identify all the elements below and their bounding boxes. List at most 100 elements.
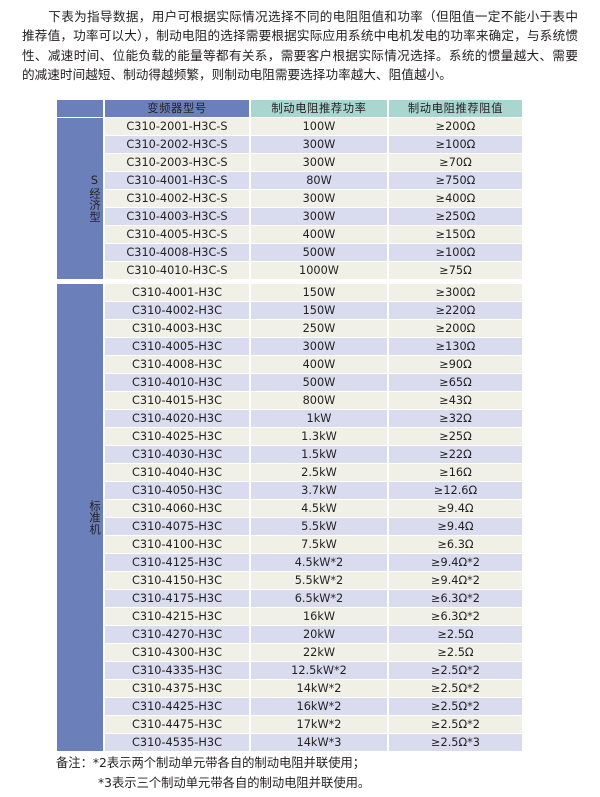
cell-model: C310-4002-H3C bbox=[105, 302, 249, 319]
cell-power: 14kW*3 bbox=[251, 734, 387, 751]
braking-resistor-table-wrapper: 变频器型号 制动电阻推荐功率 制动电阻推荐阻值 S经济型 C310-2001-H3… bbox=[55, 99, 522, 752]
cell-resistance: ≥32Ω bbox=[389, 410, 522, 427]
cell-power: 250W bbox=[251, 320, 387, 337]
cell-resistance: ≥400Ω bbox=[389, 190, 522, 207]
cell-model: C310-4001-H3C bbox=[105, 284, 249, 301]
cell-model: C310-4002-H3C-S bbox=[105, 190, 249, 207]
table-row: C310-4002-H3C 150W ≥220Ω bbox=[57, 302, 522, 319]
table-row: C310-4300-H3C 22kW ≥2.5Ω bbox=[57, 644, 522, 661]
cell-resistance: ≥750Ω bbox=[389, 172, 522, 189]
table-row: C310-4270-H3C 20kW ≥2.5Ω bbox=[57, 626, 522, 643]
table-row: C310-4030-H3C 1.5kW ≥22Ω bbox=[57, 446, 522, 463]
cell-power: 300W bbox=[251, 208, 387, 225]
table-row: C310-4425-H3C 16kW*2 ≥2.5Ω*2 bbox=[57, 698, 522, 715]
braking-resistor-table: 变频器型号 制动电阻推荐功率 制动电阻推荐阻值 S经济型 C310-2001-H3… bbox=[55, 99, 524, 752]
cell-resistance: ≥9.4Ω*2 bbox=[389, 572, 522, 589]
cell-power: 1kW bbox=[251, 410, 387, 427]
table-row: C310-4335-H3C 12.5kW*2 ≥2.5Ω*2 bbox=[57, 662, 522, 679]
column-header-model: 变频器型号 bbox=[105, 100, 249, 117]
table-header-row: 变频器型号 制动电阻推荐功率 制动电阻推荐阻值 bbox=[57, 100, 522, 117]
cell-model: C310-4005-H3C bbox=[105, 338, 249, 355]
cell-power: 16kW bbox=[251, 608, 387, 625]
cell-model: C310-4060-H3C bbox=[105, 500, 249, 517]
cell-resistance: ≥250Ω bbox=[389, 208, 522, 225]
cell-model: C310-4215-H3C bbox=[105, 608, 249, 625]
table-row: C310-4008-H3C-S 500W ≥100Ω bbox=[57, 244, 522, 261]
cell-resistance: ≥100Ω bbox=[389, 136, 522, 153]
category-label: S经济型 bbox=[88, 174, 101, 223]
cell-resistance: ≥2.5Ω bbox=[389, 644, 522, 661]
cell-resistance: ≥25Ω bbox=[389, 428, 522, 445]
cell-model: C310-4003-H3C bbox=[105, 320, 249, 337]
cell-power: 6.5kW*2 bbox=[251, 590, 387, 607]
table-row: C310-4150-H3C 5.5kW*2 ≥9.4Ω*2 bbox=[57, 572, 522, 589]
cell-resistance: ≥150Ω bbox=[389, 226, 522, 243]
table-row: C310-4175-H3C 6.5kW*2 ≥6.3Ω*2 bbox=[57, 590, 522, 607]
cell-power: 5.5kW bbox=[251, 518, 387, 535]
cell-power: 7.5kW bbox=[251, 536, 387, 553]
column-header-power: 制动电阻推荐功率 bbox=[251, 100, 387, 117]
table-row: C310-4375-H3C 14kW*2 ≥2.5Ω*2 bbox=[57, 680, 522, 697]
cell-resistance: ≥2.5Ω*2 bbox=[389, 662, 522, 679]
table-row: C310-4040-H3C 2.5kW ≥16Ω bbox=[57, 464, 522, 481]
cell-resistance: ≥22Ω bbox=[389, 446, 522, 463]
table-row: C310-2002-H3C-S 300W ≥100Ω bbox=[57, 136, 522, 153]
cell-model: C310-4300-H3C bbox=[105, 644, 249, 661]
cell-resistance: ≥9.4Ω bbox=[389, 518, 522, 535]
table-row: C310-4020-H3C 1kW ≥32Ω bbox=[57, 410, 522, 427]
cell-power: 2.5kW bbox=[251, 464, 387, 481]
cell-model: C310-4175-H3C bbox=[105, 590, 249, 607]
category-label: 标准机 bbox=[88, 499, 101, 536]
cell-power: 300W bbox=[251, 338, 387, 355]
cell-model: C310-4375-H3C bbox=[105, 680, 249, 697]
cell-power: 1.3kW bbox=[251, 428, 387, 445]
cell-power: 400W bbox=[251, 356, 387, 373]
table-row: C310-4075-H3C 5.5kW ≥9.4Ω bbox=[57, 518, 522, 535]
table-row: C310-4100-H3C 7.5kW ≥6.3Ω bbox=[57, 536, 522, 553]
category-cell: 标准机 bbox=[57, 284, 103, 751]
cell-power: 3.7kW bbox=[251, 482, 387, 499]
cell-resistance: ≥300Ω bbox=[389, 284, 522, 301]
cell-model: C310-4010-H3C-S bbox=[105, 262, 249, 279]
table-row: 标准机 C310-4001-H3C 150W ≥300Ω bbox=[57, 284, 522, 751]
table-row: C310-4002-H3C-S 300W ≥400Ω bbox=[57, 190, 522, 207]
cell-model: C310-4005-H3C-S bbox=[105, 226, 249, 243]
cell-resistance: ≥2.5Ω bbox=[389, 626, 522, 643]
cell-resistance: ≥6.3Ω bbox=[389, 536, 522, 553]
table-row: C310-4215-H3C 16kW ≥6.3Ω*2 bbox=[57, 608, 522, 625]
cell-power: 14kW*2 bbox=[251, 680, 387, 697]
table-row: C310-4015-H3C 800W ≥43Ω bbox=[57, 392, 522, 409]
table-row: C310-4005-H3C-S 400W ≥150Ω bbox=[57, 226, 522, 243]
cell-model: C310-4015-H3C bbox=[105, 392, 249, 409]
cell-model: C310-4535-H3C bbox=[105, 734, 249, 751]
cell-model: C310-4003-H3C-S bbox=[105, 208, 249, 225]
cell-resistance: ≥200Ω bbox=[389, 118, 522, 135]
section-separator bbox=[57, 280, 522, 283]
table-row: C310-4010-H3C-S 1000W ≥75Ω bbox=[57, 262, 522, 279]
cell-resistance: ≥100Ω bbox=[389, 244, 522, 261]
table-row: S经济型 C310-2001-H3C-S 100W ≥200Ω bbox=[57, 118, 522, 279]
table-row: C310-4050-H3C 3.7kW ≥12.6Ω bbox=[57, 482, 522, 499]
cell-model: C310-4008-H3C-S bbox=[105, 244, 249, 261]
cell-resistance: ≥90Ω bbox=[389, 356, 522, 373]
cell-model: C310-2001-H3C-S bbox=[105, 118, 249, 135]
table-row: C310-4535-H3C 14kW*3 ≥2.5Ω*3 bbox=[57, 734, 522, 751]
cell-resistance: ≥130Ω bbox=[389, 338, 522, 355]
column-header-resistance: 制动电阻推荐阻值 bbox=[389, 100, 522, 117]
table-row: C310-4003-H3C 250W ≥200Ω bbox=[57, 320, 522, 337]
intro-text: 下表为指导数据，用户可根据实际情况选择不同的电阻阻值和功率（但阻值一定不能小于表… bbox=[22, 9, 578, 82]
cell-power: 300W bbox=[251, 136, 387, 153]
cell-resistance: ≥2.5Ω*2 bbox=[389, 716, 522, 733]
cell-power: 400W bbox=[251, 226, 387, 243]
table-row: C310-4475-H3C 17kW*2 ≥2.5Ω*2 bbox=[57, 716, 522, 733]
cell-model: C310-2003-H3C-S bbox=[105, 154, 249, 171]
cell-resistance: ≥70Ω bbox=[389, 154, 522, 171]
intro-paragraph: 下表为指导数据，用户可根据实际情况选择不同的电阻阻值和功率（但阻值一定不能小于表… bbox=[22, 0, 578, 84]
cell-power: 20kW bbox=[251, 626, 387, 643]
cell-power: 500W bbox=[251, 244, 387, 261]
table-row: C310-4060-H3C 4.5kW ≥9.4Ω bbox=[57, 500, 522, 517]
cell-power: 500W bbox=[251, 374, 387, 391]
cell-model: C310-4100-H3C bbox=[105, 536, 249, 553]
table-header: 变频器型号 制动电阻推荐功率 制动电阻推荐阻值 bbox=[57, 100, 522, 117]
cell-power: 5.5kW*2 bbox=[251, 572, 387, 589]
